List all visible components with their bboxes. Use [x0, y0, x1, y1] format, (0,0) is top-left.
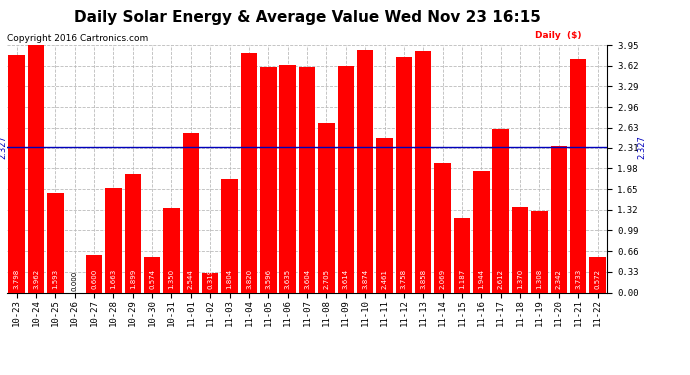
Bar [415, 51, 431, 292]
Bar [8, 54, 25, 292]
Text: 1.308: 1.308 [536, 269, 542, 290]
Text: 0.000: 0.000 [72, 271, 78, 291]
Bar [570, 58, 586, 292]
Text: 3.635: 3.635 [285, 269, 290, 290]
Text: 2.612: 2.612 [497, 269, 504, 290]
Text: 3.596: 3.596 [266, 269, 271, 290]
Bar [357, 50, 373, 292]
Text: 3.798: 3.798 [14, 269, 19, 290]
Bar [531, 210, 548, 292]
Text: 2.342: 2.342 [555, 270, 562, 290]
Text: 2.327: 2.327 [638, 135, 647, 159]
Text: 1.593: 1.593 [52, 269, 59, 290]
Text: 3.858: 3.858 [420, 269, 426, 290]
Bar [589, 256, 606, 292]
Bar [279, 65, 296, 292]
Text: 1.350: 1.350 [168, 269, 175, 290]
Text: 2.069: 2.069 [440, 269, 446, 290]
Text: 1.804: 1.804 [226, 269, 233, 290]
Bar [454, 218, 470, 292]
Text: 1.370: 1.370 [517, 269, 523, 290]
Text: 3.758: 3.758 [401, 269, 407, 290]
Bar [124, 174, 141, 292]
Text: 3.733: 3.733 [575, 269, 581, 290]
Text: 3.820: 3.820 [246, 269, 252, 290]
Text: 1.187: 1.187 [459, 269, 465, 290]
Text: 3.604: 3.604 [304, 269, 310, 290]
Text: 3.874: 3.874 [362, 269, 368, 290]
Bar [473, 171, 490, 292]
Bar [241, 53, 257, 292]
Bar [337, 66, 354, 292]
Text: 2.461: 2.461 [382, 269, 388, 290]
Text: 0.600: 0.600 [91, 269, 97, 290]
Bar [144, 256, 160, 292]
Bar [202, 273, 219, 292]
Text: 2.327: 2.327 [0, 135, 7, 159]
Bar [164, 208, 179, 292]
Text: Copyright 2016 Cartronics.com: Copyright 2016 Cartronics.com [7, 33, 148, 42]
Title: Daily Solar Energy & Average Value Wed Nov 23 16:15: Daily Solar Energy & Average Value Wed N… [74, 10, 540, 25]
Text: 0.574: 0.574 [149, 269, 155, 290]
Bar [376, 138, 393, 292]
Bar [512, 207, 529, 292]
Bar [260, 67, 277, 292]
Bar [493, 129, 509, 292]
Text: 1.663: 1.663 [110, 269, 117, 290]
Text: 1.944: 1.944 [478, 269, 484, 290]
Bar [47, 193, 63, 292]
Bar [395, 57, 412, 292]
Text: 1.899: 1.899 [130, 269, 136, 290]
Text: 3.962: 3.962 [33, 269, 39, 290]
Bar [318, 123, 335, 292]
Bar [105, 188, 121, 292]
Bar [28, 44, 44, 292]
Bar [183, 133, 199, 292]
Bar [86, 255, 102, 292]
Bar [221, 180, 238, 292]
Bar [435, 163, 451, 292]
Bar [551, 146, 567, 292]
Text: 2.705: 2.705 [324, 269, 329, 290]
Text: 3.614: 3.614 [343, 269, 348, 290]
Text: 0.572: 0.572 [595, 269, 600, 290]
Text: 0.319: 0.319 [207, 269, 213, 290]
Text: 2.544: 2.544 [188, 270, 194, 290]
Bar [299, 67, 315, 292]
